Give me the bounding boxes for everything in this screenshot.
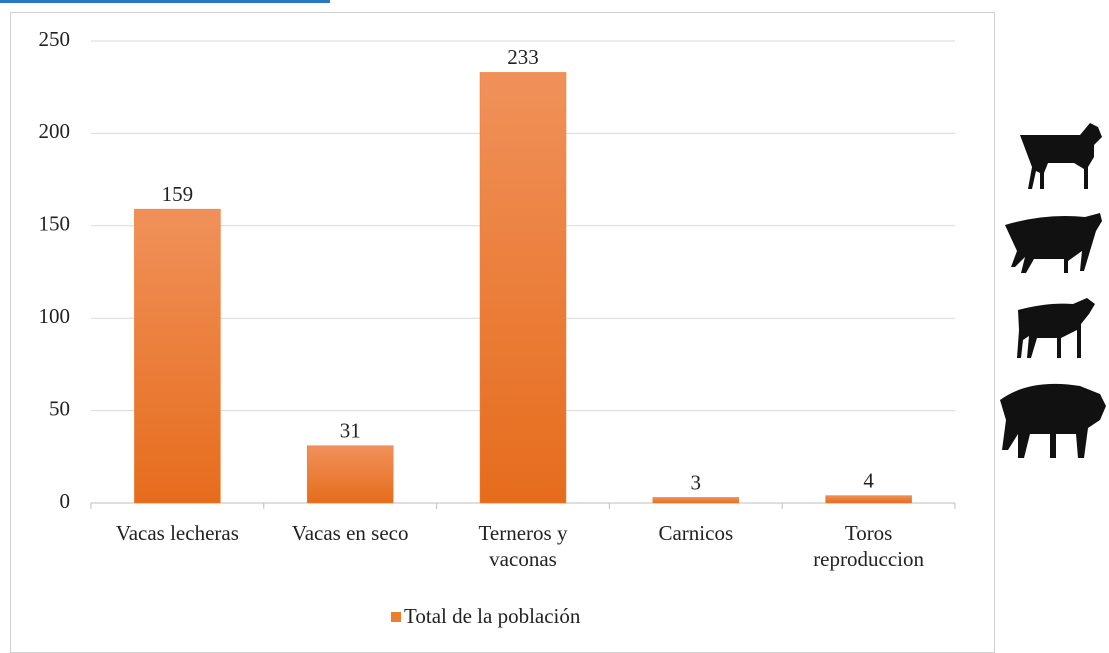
bar [306,445,394,504]
bar [652,497,740,504]
bar [825,495,912,504]
y-tick-label: 250 [39,27,71,51]
data-label: 233 [507,45,539,69]
data-label: 159 [162,182,194,206]
x-tick-label: Carnicos [658,521,734,545]
x-tick-label: Terneros y vaconas [478,521,568,571]
y-tick-label: 50 [49,396,70,420]
x-tick-label: Vacas en seco [291,521,409,545]
cow-icons [1000,123,1106,458]
header-strip [0,0,330,3]
y-tick-label: 0 [60,489,71,513]
x-tick-label: Toros reproduccion [813,521,924,571]
legend-swatch [391,612,401,622]
data-label: 31 [340,419,361,443]
y-tick-label: 200 [39,119,71,143]
bar [134,208,221,504]
data-label: 4 [863,468,874,492]
y-tick-label: 150 [39,212,71,236]
y-tick-label: 100 [39,304,71,328]
data-label: 3 [691,470,702,494]
legend-label: Total de la población [404,604,581,628]
x-tick-label: Vacas lecheras [115,521,239,545]
bar [479,72,567,504]
